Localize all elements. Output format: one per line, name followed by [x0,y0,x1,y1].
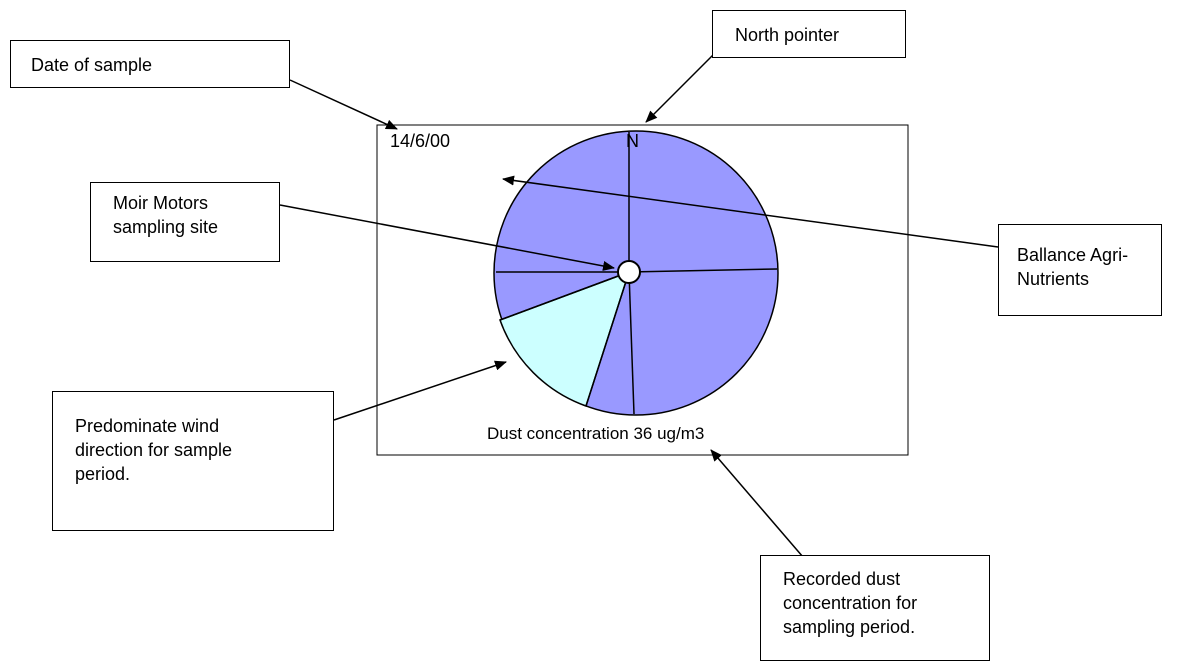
recorded-dust-callout: Recorded dust concentration for sampling… [760,555,990,661]
divider-south [628,271,635,415]
divider-southwest [499,271,630,321]
wind-pointer-arrow [333,360,507,421]
divider-south-southwest [585,271,630,407]
date-pointer-arrow [289,79,398,130]
north-pointer-callout: North pointer [712,10,906,58]
north-pointer-arrow [645,51,717,123]
site-pointer-arrow [279,204,615,271]
date-of-sample-callout: Date of sample [10,40,290,88]
wind-direction-callout: Predominate wind direction for sample pe… [52,391,334,531]
dust-pointer-arrow [710,449,804,558]
ballance-pointer-arrow [502,175,999,248]
sample-date: 14/6/00 [390,131,451,151]
north-label: N [626,131,639,151]
dust-concentration-label: Dust concentration 36 ug/m3 [487,424,705,443]
divider-east [628,268,778,273]
sampling-site-callout: Moir Motors sampling site [90,182,280,262]
ballance-agri-nutrients-callout: Ballance Agri- Nutrients [998,224,1162,316]
sampling-site-marker [617,260,641,284]
wind-rose [493,130,779,416]
